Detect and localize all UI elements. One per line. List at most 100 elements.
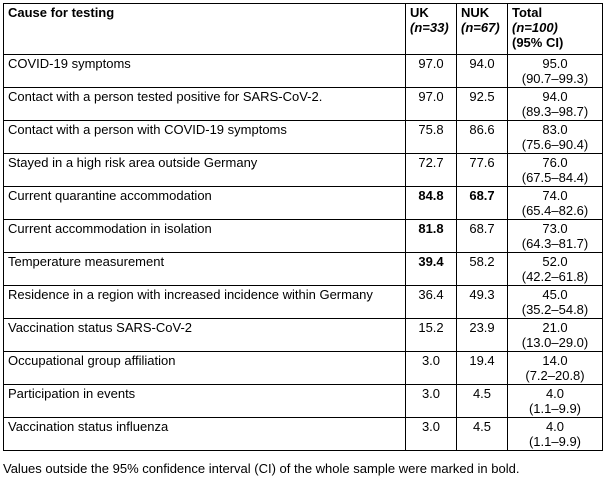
nuk-value-cell: 23.9 (456, 318, 508, 352)
uk-value-cell: 81.8 (405, 219, 457, 253)
uk-value-cell: 3.0 (405, 384, 457, 418)
header-cause-label: Cause for testing (8, 5, 115, 20)
nuk-value-cell: 58.2 (456, 252, 508, 286)
total-value: 52.0 (542, 254, 568, 269)
total-ci: (42.2–61.8) (521, 269, 589, 284)
total-value: 4.0 (545, 419, 565, 434)
cause-cell: Vaccination status SARS-CoV-2 (3, 318, 406, 352)
nuk-value-cell: 4.5 (456, 384, 508, 418)
total-cell: 4.0 (1.1–9.9) (507, 384, 603, 418)
uk-value-cell: 3.0 (405, 417, 457, 451)
cause-cell: Residence in a region with increased inc… (3, 285, 406, 319)
table-row: Stayed in a high risk area outside Germa… (3, 153, 603, 187)
testing-causes-table: Cause for testing UK (n=33) NUK (n=67) T… (3, 3, 603, 451)
header-total-n: (n=100) (512, 20, 558, 35)
nuk-value-cell: 86.6 (456, 120, 508, 154)
header-total: Total (n=100) (95% CI) (507, 3, 603, 55)
total-cell: 52.0 (42.2–61.8) (507, 252, 603, 286)
total-ci: (90.7–99.3) (521, 71, 589, 86)
total-value: 83.0 (542, 122, 568, 137)
nuk-value-cell: 19.4 (456, 351, 508, 385)
uk-value-cell: 36.4 (405, 285, 457, 319)
uk-value-cell: 97.0 (405, 87, 457, 121)
uk-value-cell: 39.4 (405, 252, 457, 286)
nuk-value-cell: 68.7 (456, 186, 508, 220)
cause-cell: Participation in events (3, 384, 406, 418)
total-value: 14.0 (542, 353, 568, 368)
total-ci: (67.5–84.4) (521, 170, 589, 185)
total-ci: (89.3–98.7) (521, 104, 589, 119)
total-ci: (13.0–29.0) (521, 335, 589, 350)
cause-cell: Occupational group affiliation (3, 351, 406, 385)
total-value: 74.0 (542, 188, 568, 203)
cause-cell: Stayed in a high risk area outside Germa… (3, 153, 406, 187)
cause-cell: Temperature measurement (3, 252, 406, 286)
header-cause: Cause for testing (3, 3, 406, 55)
total-cell: 45.0 (35.2–54.8) (507, 285, 603, 319)
total-cell: 14.0 (7.2–20.8) (507, 351, 603, 385)
cause-cell: Current quarantine accommodation (3, 186, 406, 220)
nuk-value-cell: 92.5 (456, 87, 508, 121)
table-row: Vaccination status SARS-CoV-2 15.2 23.9 21.… (3, 318, 603, 352)
total-cell: 83.0 (75.6–90.4) (507, 120, 603, 154)
table-row: Temperature measurement 39.4 58.2 52.0 (42.2… (3, 252, 603, 286)
table-footnote: Values outside the 95% confidence interv… (3, 461, 520, 476)
header-nuk-n: (n=67) (461, 20, 500, 35)
total-cell: 94.0 (89.3–98.7) (507, 87, 603, 121)
header-uk-label: UK (410, 5, 429, 20)
table-row: Contact with a person with COVID-19 symp… (3, 120, 603, 154)
table-body: COVID-19 symptoms 97.0 94.0 95.0 (90.7–99.3)… (3, 54, 603, 451)
total-ci: (7.2–20.8) (525, 368, 585, 383)
header-total-label: Total (512, 5, 543, 20)
total-ci: (64.3–81.7) (521, 236, 589, 251)
total-value: 76.0 (542, 155, 568, 170)
cause-cell: COVID-19 symptoms (3, 54, 406, 88)
cause-cell: Vaccination status influenza (3, 417, 406, 451)
header-nuk-label: NUK (461, 5, 490, 20)
total-cell: 21.0 (13.0–29.0) (507, 318, 603, 352)
nuk-value-cell: 94.0 (456, 54, 508, 88)
header-uk: UK (n=33) (405, 3, 457, 55)
total-cell: 76.0 (67.5–84.4) (507, 153, 603, 187)
header-nuk: NUK (n=67) (456, 3, 508, 55)
cause-cell: Contact with a person tested positive fo… (3, 87, 406, 121)
nuk-value-cell: 68.7 (456, 219, 508, 253)
total-cell: 74.0 (65.4–82.6) (507, 186, 603, 220)
nuk-value-cell: 4.5 (456, 417, 508, 451)
table-row: Contact with a person tested positive fo… (3, 87, 603, 121)
uk-value-cell: 75.8 (405, 120, 457, 154)
total-value: 4.0 (545, 386, 565, 401)
table-row: Occupational group affiliation 3.0 19.4 14.… (3, 351, 603, 385)
uk-value-cell: 15.2 (405, 318, 457, 352)
total-value: 45.0 (542, 287, 568, 302)
table-row: COVID-19 symptoms 97.0 94.0 95.0 (90.7–99.3) (3, 54, 603, 88)
nuk-value-cell: 49.3 (456, 285, 508, 319)
table-row: Current quarantine accommodation 84.8 68.7… (3, 186, 603, 220)
total-ci: (35.2–54.8) (521, 302, 589, 317)
uk-value-cell: 97.0 (405, 54, 457, 88)
total-value: 94.0 (542, 89, 568, 104)
total-value: 95.0 (542, 56, 568, 71)
cause-cell: Contact with a person with COVID-19 symp… (3, 120, 406, 154)
nuk-value-cell: 77.6 (456, 153, 508, 187)
table-row: Residence in a region with increased inc… (3, 285, 603, 319)
total-ci: (75.6–90.4) (521, 137, 589, 152)
total-value: 21.0 (542, 320, 568, 335)
total-cell: 95.0 (90.7–99.3) (507, 54, 603, 88)
table-row: Vaccination status influenza 3.0 4.5 4.0 (1.… (3, 417, 603, 451)
total-ci: (1.1–9.9) (528, 401, 582, 416)
header-uk-n: (n=33) (410, 20, 449, 35)
table-header-row: Cause for testing UK (n=33) NUK (n=67) T… (3, 3, 603, 55)
uk-value-cell: 3.0 (405, 351, 457, 385)
uk-value-cell: 84.8 (405, 186, 457, 220)
table-row: Participation in events 3.0 4.5 4.0 (1.1–9.9… (3, 384, 603, 418)
table-row: Current accommodation in isolation 81.8 68… (3, 219, 603, 253)
total-ci: (65.4–82.6) (521, 203, 589, 218)
cause-cell: Current accommodation in isolation (3, 219, 406, 253)
total-value: 73.0 (542, 221, 568, 236)
total-cell: 4.0 (1.1–9.9) (507, 417, 603, 451)
total-ci: (1.1–9.9) (528, 434, 582, 449)
total-cell: 73.0 (64.3–81.7) (507, 219, 603, 253)
uk-value-cell: 72.7 (405, 153, 457, 187)
